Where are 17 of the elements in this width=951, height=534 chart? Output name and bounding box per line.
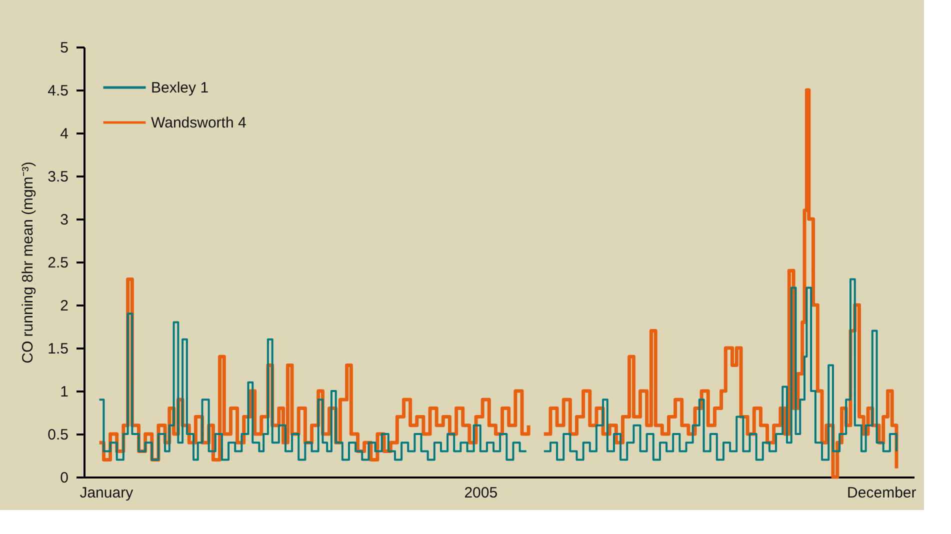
y-tick-label: 1 <box>60 384 68 400</box>
y-tick-label: 2 <box>60 298 68 314</box>
y-tick-label: 3 <box>60 212 68 228</box>
y-tick-label: 5 <box>60 40 68 56</box>
y-tick-label: 0 <box>60 470 68 486</box>
y-tick-label: 4 <box>60 126 68 142</box>
y-axis-title: CO running 8hr mean (mgm⁻³) <box>20 162 37 364</box>
y-tick-label: 2.5 <box>48 254 68 272</box>
legend-label: Bexley 1 <box>151 80 209 96</box>
x-tick-label: December <box>847 484 916 502</box>
legend-label: Wandsworth 4 <box>151 114 246 132</box>
y-tick-label: 0.5 <box>48 426 68 444</box>
x-tick-label: 2005 <box>464 484 498 502</box>
y-tick-label: 3.5 <box>48 168 68 186</box>
y-tick-label: 1.5 <box>48 340 68 358</box>
x-tick-label: January <box>80 484 134 502</box>
y-tick-label: 4.5 <box>48 82 68 100</box>
